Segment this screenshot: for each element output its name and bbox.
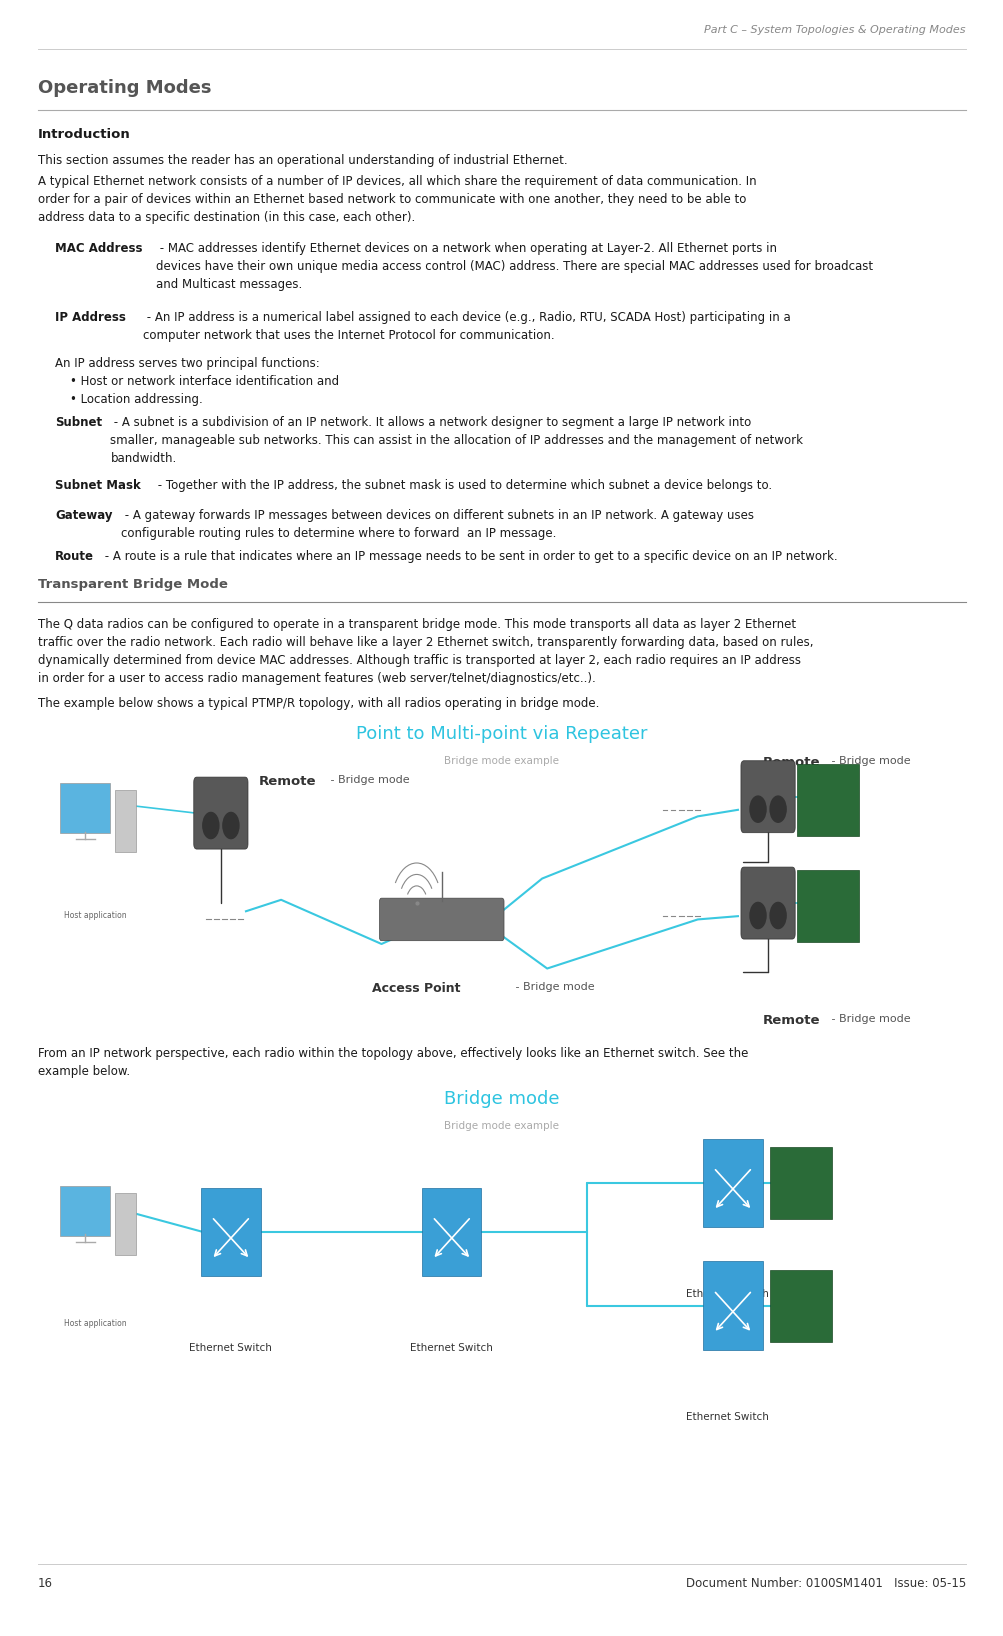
FancyBboxPatch shape — [379, 898, 504, 941]
FancyBboxPatch shape — [796, 870, 859, 942]
Text: A typical Ethernet network consists of a number of IP devices, all which share t: A typical Ethernet network consists of a… — [38, 175, 756, 224]
Text: This section assumes the reader has an operational understanding of industrial E: This section assumes the reader has an o… — [38, 154, 568, 167]
Text: Introduction: Introduction — [38, 128, 130, 141]
Text: - Bridge mode: - Bridge mode — [327, 775, 409, 785]
Text: Bridge mode example: Bridge mode example — [444, 1121, 559, 1130]
Text: Remote: Remote — [762, 756, 819, 769]
Text: An IP address serves two principal functions:
    • Host or network interface id: An IP address serves two principal funct… — [55, 357, 339, 406]
Circle shape — [769, 903, 785, 929]
FancyBboxPatch shape — [114, 790, 136, 852]
Circle shape — [223, 813, 239, 839]
Text: Part C – System Topologies & Operating Modes: Part C – System Topologies & Operating M… — [704, 25, 965, 34]
Text: 16: 16 — [38, 1577, 53, 1590]
Text: Route: Route — [55, 550, 94, 563]
Text: Subnet: Subnet — [55, 416, 102, 429]
Text: Ethernet Switch: Ethernet Switch — [686, 1289, 768, 1299]
Text: Ethernet Switch: Ethernet Switch — [410, 1343, 492, 1353]
Text: - MAC addresses identify Ethernet devices on a network when operating at Layer-2: - MAC addresses identify Ethernet device… — [155, 242, 872, 291]
Text: - A gateway forwards IP messages between devices on different subnets in an IP n: - A gateway forwards IP messages between… — [121, 509, 753, 540]
FancyBboxPatch shape — [60, 1186, 110, 1235]
FancyBboxPatch shape — [702, 1139, 762, 1227]
Text: Access Point: Access Point — [372, 982, 460, 995]
FancyBboxPatch shape — [796, 764, 859, 836]
Text: The Q data radios can be configured to operate in a transparent bridge mode. Thi: The Q data radios can be configured to o… — [38, 618, 812, 685]
Text: Host application: Host application — [64, 1319, 126, 1328]
Text: IP Address: IP Address — [55, 311, 126, 324]
Text: - A route is a rule that indicates where an IP message needs to be sent in order: - A route is a rule that indicates where… — [101, 550, 838, 563]
Circle shape — [769, 797, 785, 823]
Text: Document Number: 0100SM1401   Issue: 05-15: Document Number: 0100SM1401 Issue: 05-15 — [685, 1577, 965, 1590]
Text: Operating Modes: Operating Modes — [38, 79, 212, 97]
Text: Transparent Bridge Mode: Transparent Bridge Mode — [38, 578, 228, 591]
Text: - Bridge mode: - Bridge mode — [827, 756, 910, 766]
Text: The example below shows a typical PTMP/R topology, with all radios operating in : The example below shows a typical PTMP/R… — [38, 697, 599, 710]
FancyBboxPatch shape — [740, 761, 794, 833]
Text: - Together with the IP address, the subnet mask is used to determine which subne: - Together with the IP address, the subn… — [153, 479, 771, 492]
Text: - Bridge mode: - Bridge mode — [512, 982, 594, 991]
Text: Host application: Host application — [64, 911, 126, 921]
FancyBboxPatch shape — [194, 777, 248, 849]
Circle shape — [749, 797, 765, 823]
Text: - A subnet is a subdivision of an IP network. It allows a network designer to se: - A subnet is a subdivision of an IP net… — [110, 416, 802, 465]
Circle shape — [749, 903, 765, 929]
Circle shape — [203, 813, 219, 839]
FancyBboxPatch shape — [114, 1193, 136, 1255]
FancyBboxPatch shape — [702, 1261, 762, 1350]
FancyBboxPatch shape — [769, 1270, 831, 1342]
Text: Point to Multi-point via Repeater: Point to Multi-point via Repeater — [356, 725, 647, 743]
Text: Ethernet Switch: Ethernet Switch — [686, 1412, 768, 1422]
FancyBboxPatch shape — [422, 1188, 481, 1276]
FancyBboxPatch shape — [202, 1188, 261, 1276]
Text: - An IP address is a numerical label assigned to each device (e.g., Radio, RTU, : - An IP address is a numerical label ass… — [142, 311, 789, 342]
FancyBboxPatch shape — [60, 784, 110, 833]
Text: Remote: Remote — [762, 1014, 819, 1027]
Text: - Bridge mode: - Bridge mode — [827, 1014, 910, 1024]
Text: From an IP network perspective, each radio within the topology above, effectivel: From an IP network perspective, each rad… — [38, 1047, 748, 1078]
Text: Remote: Remote — [259, 775, 316, 789]
Text: Bridge mode: Bridge mode — [443, 1090, 560, 1108]
Text: Gateway: Gateway — [55, 509, 112, 522]
Text: Ethernet Switch: Ethernet Switch — [190, 1343, 272, 1353]
FancyBboxPatch shape — [740, 867, 794, 939]
FancyBboxPatch shape — [769, 1147, 831, 1219]
Text: Subnet Mask: Subnet Mask — [55, 479, 140, 492]
Text: Bridge mode example: Bridge mode example — [444, 756, 559, 766]
Text: MAC Address: MAC Address — [55, 242, 142, 255]
